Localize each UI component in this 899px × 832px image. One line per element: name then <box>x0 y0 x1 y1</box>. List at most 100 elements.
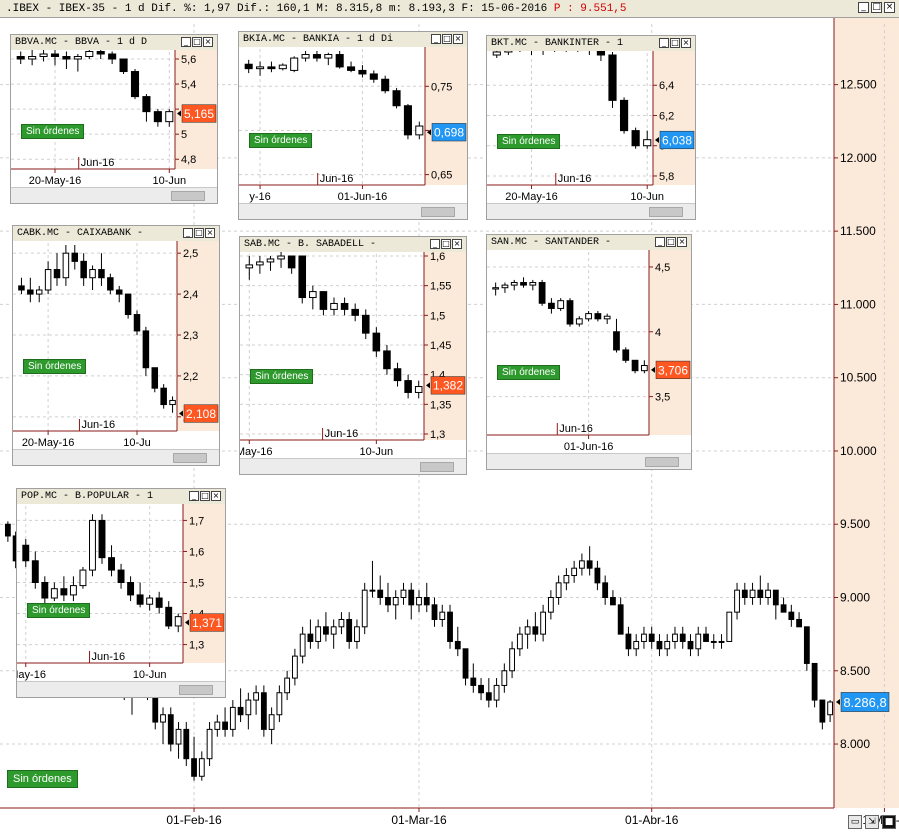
minimize-icon[interactable]: _ <box>431 34 441 44</box>
san-mini-window-controls: _ □ × <box>653 237 687 247</box>
bkia-mini-chart-window[interactable]: BKIA.MC - BANKIA - 1 d Di _ □ × 0,75 0,65 y-16… <box>238 31 468 220</box>
sab-candle-body <box>340 302 349 310</box>
pop-y-tick-label: 1,5 <box>189 578 204 590</box>
bkia-candle-body <box>244 63 253 70</box>
sab-mini-title[interactable]: SAB.MC - B. SABADELL - <box>240 237 466 252</box>
sab-x-tick-label: 0-May-16 <box>240 446 273 458</box>
scroll-thumb[interactable] <box>649 207 683 217</box>
close-icon[interactable]: × <box>211 491 221 501</box>
disk-icon[interactable]: ▭ <box>848 815 862 829</box>
cabk-candle-body <box>151 367 159 389</box>
close-icon[interactable]: × <box>453 34 463 44</box>
scroll-thumb[interactable] <box>420 462 454 472</box>
bkia-mini-plot[interactable]: 0,75 0,65 y-16 01-Jun-16 Jun-16 0,698 <box>239 47 467 203</box>
san-mini-chart-window[interactable]: SAN.MC - SANTANDER - _ □ × 4,5 4 3,5 01-Jun-16 J… <box>486 234 692 470</box>
san-y-tick-label: 4 <box>655 327 661 339</box>
scroll-thumb[interactable] <box>179 685 213 695</box>
maximize-icon[interactable]: □ <box>670 38 680 48</box>
close-icon[interactable]: × <box>677 237 687 247</box>
maximize-icon[interactable]: □ <box>192 37 202 47</box>
maximize-icon[interactable]: □ <box>194 228 204 238</box>
ibex-candle-body <box>516 633 523 650</box>
minimize-icon[interactable]: _ <box>655 237 665 247</box>
close-icon[interactable]: × <box>203 37 213 47</box>
bkia-mini-scrollbar[interactable] <box>239 203 467 219</box>
cabk-candle-body <box>115 289 123 295</box>
close-icon[interactable]: × <box>681 38 691 48</box>
black-square-icon[interactable]: ■ <box>882 815 896 829</box>
pop-orders-badge[interactable]: Sin órdenes <box>27 603 91 618</box>
close-icon[interactable]: × <box>884 2 895 13</box>
sab-candle-body <box>277 255 285 260</box>
san-mini-title[interactable]: SAN.MC - SANTANDER - <box>487 235 691 250</box>
close-icon[interactable]: × <box>452 239 462 249</box>
pop-mini-title[interactable]: POP.MC - B.POPULAR - 1 <box>17 489 225 504</box>
bkt-mini-scrollbar[interactable] <box>487 203 695 219</box>
maximize-icon[interactable]: □ <box>871 2 882 13</box>
bbva-period-label: Jun-16 <box>81 157 115 169</box>
cabk-mini-scrollbar[interactable] <box>13 449 219 465</box>
pin-icon[interactable]: ⇲ <box>865 815 879 829</box>
sab-mini-scrollbar[interactable] <box>240 458 466 474</box>
main-orders-badge[interactable]: Sin órdenes <box>7 770 78 788</box>
ibex-last-value-label: 8.286,8 <box>843 695 886 710</box>
ibex-candle-body <box>431 604 438 620</box>
maximize-icon[interactable]: □ <box>441 239 451 249</box>
bbva-mini-title[interactable]: BBVA.MC - BBVA - 1 d D <box>11 35 217 50</box>
san-candle-body <box>538 282 546 304</box>
minimize-icon[interactable]: _ <box>858 2 869 13</box>
bbva-orders-badge[interactable]: Sin órdenes <box>21 124 85 139</box>
ibex-candle-body <box>253 692 260 701</box>
bbva-mini-scrollbar[interactable] <box>11 187 217 203</box>
san-mini-plot[interactable]: 4,5 4 3,5 01-Jun-16 Jun-16 3,706 <box>487 250 691 453</box>
cabk-mini-chart-window[interactable]: CABK.MC - CAIXABANK -_□× 2,52,42,32,22,12… <box>12 225 220 466</box>
bkt-orders-badge[interactable]: Sin órdenes <box>497 134 561 149</box>
cabk-orders-badge[interactable]: Sin órdenes <box>23 359 87 374</box>
pop-y-tick-label: 1,6 <box>189 546 204 558</box>
close-icon[interactable]: × <box>205 228 215 238</box>
maximize-icon[interactable]: □ <box>442 34 452 44</box>
scroll-thumb[interactable] <box>173 453 207 463</box>
sab-orders-badge[interactable]: Sin órdenes <box>250 369 314 384</box>
sab-y-tick-label: 1,35 <box>430 399 451 411</box>
pop-mini-scrollbar[interactable] <box>17 681 225 697</box>
scroll-thumb[interactable] <box>421 207 455 217</box>
scroll-thumb[interactable] <box>171 191 205 201</box>
ibex-candle-body <box>803 626 810 664</box>
minimize-icon[interactable]: _ <box>183 228 193 238</box>
bkia-mini-title[interactable]: BKIA.MC - BANKIA - 1 d Di <box>239 32 467 47</box>
bbva-mini-chart-window[interactable]: BBVA.MC - BBVA - 1 d D _ □ × 5,6 5,4 5 4,8 20-Ma… <box>10 34 218 204</box>
minimize-icon[interactable]: _ <box>430 239 440 249</box>
pop-mini-chart-window[interactable]: POP.MC - B.POPULAR - 1_□×1,71,61,51,41,3… <box>16 488 226 698</box>
sab-mini-chart-window[interactable]: SAB.MC - B. SABADELL - _ □ × 1,6 1,55 1,5 1,45 1… <box>239 236 467 475</box>
ibex-candle-body <box>540 611 547 635</box>
san-mini-scrollbar[interactable] <box>487 453 691 469</box>
ibex-candle-body <box>214 721 221 730</box>
cabk-y-tick-label: 2,3 <box>183 330 198 342</box>
bkt-mini-title[interactable]: BKT.MC - BANKINTER - 1 <box>487 36 695 51</box>
bkia-candle-body <box>312 54 321 59</box>
maximize-icon[interactable]: □ <box>200 491 210 501</box>
scroll-thumb[interactable] <box>645 457 679 467</box>
minimize-icon[interactable]: _ <box>181 37 191 47</box>
minimize-icon[interactable]: _ <box>189 491 199 501</box>
maximize-icon[interactable]: □ <box>666 237 676 247</box>
sab-candle-body <box>404 380 412 393</box>
san-y-tick-label: 3,5 <box>655 392 670 404</box>
bkia-orders-badge[interactable]: Sin órdenes <box>249 133 313 148</box>
cabk-mini-title[interactable]: CABK.MC - CAIXABANK - <box>13 226 219 241</box>
minimize-icon[interactable]: _ <box>659 38 669 48</box>
bkia-candle-body <box>381 78 390 92</box>
bkt-mini-chart-window[interactable]: BKT.MC - BANKINTER - 1_□× 6,46,265,820-Ma… <box>486 35 696 220</box>
sab-period-label: Jun-16 <box>325 428 359 440</box>
bbva-mini-plot[interactable]: 5,6 5,4 5 4,8 20-May-16 10-Jun Jun-16 5,165 <box>11 50 217 187</box>
san-orders-badge[interactable]: Sin órdenes <box>497 365 561 380</box>
sab-mini-plot[interactable]: 1,61,551,51,451,41,351,30-May-1610-JunJu… <box>240 252 466 458</box>
ibex-candle-body <box>796 618 802 628</box>
san-candle-body <box>566 300 574 325</box>
bkt-candle-body <box>619 99 629 132</box>
